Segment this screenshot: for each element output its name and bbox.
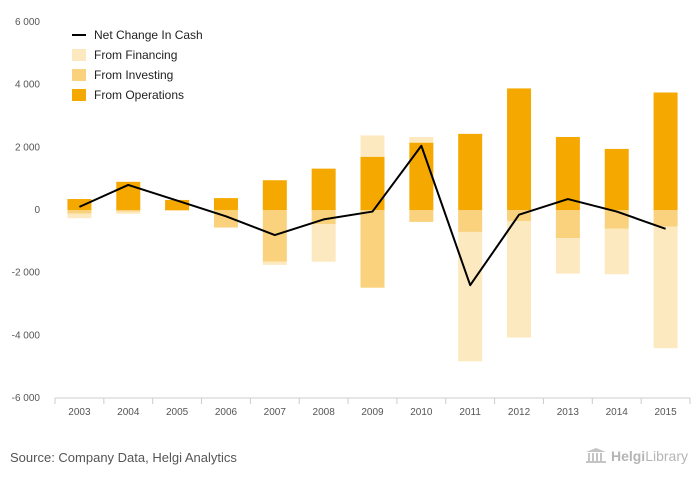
bar-from-investing <box>555 210 580 239</box>
x-tick-label: 2014 <box>606 407 629 418</box>
cash-flow-chart: 6 000 4 000 2 000 0 -2 000 -4 000 -6 000 2003 20… <box>12 17 691 418</box>
bar-from-operations <box>604 148 629 210</box>
x-tick-label: 2009 <box>361 407 384 418</box>
bar-from-financing <box>653 226 678 349</box>
x-tick-label: 2005 <box>166 407 189 418</box>
line-net-change-in-cash <box>79 144 666 287</box>
bar-from-operations <box>67 199 92 210</box>
legend-label-from-operations: From Operations <box>94 88 184 102</box>
legend-label-from-investing: From Investing <box>94 68 173 82</box>
y-tick-label: -2 000 <box>12 268 41 279</box>
y-tick-label: 0 <box>34 205 40 216</box>
legend-label-from-financing: From Financing <box>94 48 177 62</box>
bar-from-investing <box>165 210 190 211</box>
bar-from-investing <box>67 210 92 214</box>
x-tick-label: 2006 <box>215 407 238 418</box>
x-tick-label: 2013 <box>557 407 580 418</box>
bar-from-investing <box>409 210 434 222</box>
x-tick-label: 2007 <box>264 407 287 418</box>
bar-from-investing <box>360 210 385 288</box>
x-tick-label: 2003 <box>68 407 91 418</box>
bar-from-operations <box>409 142 434 210</box>
bar-from-operations <box>165 199 190 210</box>
bar-from-financing <box>409 136 434 143</box>
bar-from-financing <box>67 213 92 219</box>
bar-from-financing <box>311 224 336 262</box>
bar-from-operations <box>213 198 238 210</box>
y-tick-label: -6 000 <box>12 393 41 404</box>
y-tick-label: -4 000 <box>12 330 41 341</box>
bar-from-financing <box>116 211 141 214</box>
x-tick-label: 2015 <box>654 407 677 418</box>
bar-from-financing <box>604 228 629 275</box>
x-tick-label: 2008 <box>313 407 336 418</box>
source-note: Source: Company Data, Helgi Analytics <box>10 450 237 465</box>
bar-from-operations <box>311 168 336 210</box>
bar-from-operations <box>653 92 678 210</box>
brand-name-normal: Library <box>645 448 688 464</box>
x-tick-label: 2004 <box>117 407 140 418</box>
bar-from-operations <box>262 180 287 210</box>
x-tick-label: 2011 <box>459 407 481 418</box>
bar-from-operations <box>507 88 532 210</box>
bar-from-operations <box>116 181 141 210</box>
legend-swatch-from-operations <box>72 89 86 101</box>
y-tick-label: 2 000 <box>15 142 40 153</box>
helgi-library-logo: HelgiLibrary <box>585 448 688 464</box>
bar-from-investing <box>116 210 141 212</box>
bar-from-investing <box>653 210 678 227</box>
bar-from-operations <box>458 133 483 210</box>
library-building-icon <box>585 448 606 463</box>
bar-from-operations <box>360 156 385 210</box>
bar-from-financing <box>555 238 580 274</box>
y-tick-label: 4 000 <box>15 80 40 91</box>
bar-from-operations <box>555 136 580 210</box>
legend-label-net-change-in-cash: Net Change In Cash <box>94 28 203 42</box>
bar-from-investing <box>604 210 629 229</box>
bar-from-financing <box>458 231 483 362</box>
x-tick-label: 2010 <box>410 407 433 418</box>
x-tick-label: 2012 <box>508 407 531 418</box>
legend-swatch-from-financing <box>72 49 86 61</box>
y-tick-label: 6 000 <box>15 17 40 28</box>
bar-from-financing <box>262 261 287 265</box>
bar-from-financing <box>360 135 385 157</box>
bar-from-investing <box>458 210 483 232</box>
bar-from-financing <box>507 220 532 338</box>
brand-name-bold: Helgi <box>610 448 646 464</box>
legend-swatch-from-investing <box>72 69 86 81</box>
